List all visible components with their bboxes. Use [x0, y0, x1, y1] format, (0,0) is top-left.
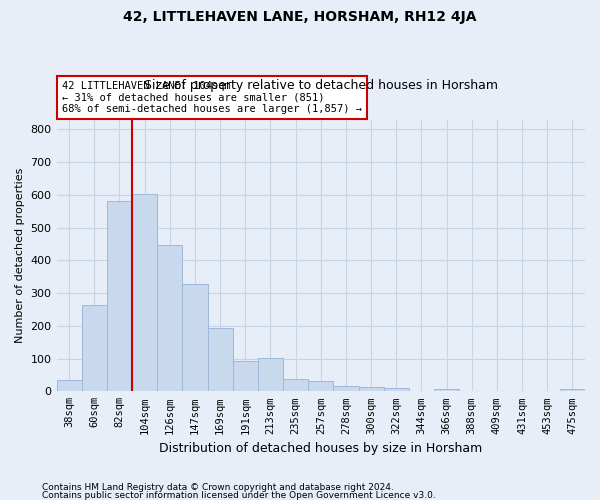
Bar	[157, 244, 182, 392]
Bar	[434, 389, 459, 392]
Bar	[233, 361, 258, 392]
Text: Contains HM Land Registry data © Crown copyright and database right 2024.: Contains HM Land Registry data © Crown c…	[42, 484, 394, 492]
Bar	[56, 380, 82, 392]
Bar	[334, 386, 359, 392]
Bar	[283, 379, 308, 392]
Text: 42, LITTLEHAVEN LANE, HORSHAM, RH12 4JA: 42, LITTLEHAVEN LANE, HORSHAM, RH12 4JA	[123, 10, 477, 24]
Bar	[258, 358, 283, 392]
Bar	[107, 202, 132, 392]
Bar	[132, 194, 157, 392]
Title: Size of property relative to detached houses in Horsham: Size of property relative to detached ho…	[144, 79, 498, 92]
Bar	[560, 389, 585, 392]
Bar	[208, 328, 233, 392]
Bar	[308, 380, 334, 392]
Bar	[359, 387, 383, 392]
Text: 42 LITTLEHAVEN LANE: 104sqm
← 31% of detached houses are smaller (851)
68% of se: 42 LITTLEHAVEN LANE: 104sqm ← 31% of det…	[62, 81, 362, 114]
Text: Contains public sector information licensed under the Open Government Licence v3: Contains public sector information licen…	[42, 490, 436, 500]
Bar	[383, 388, 409, 392]
X-axis label: Distribution of detached houses by size in Horsham: Distribution of detached houses by size …	[159, 442, 482, 455]
Bar	[82, 304, 107, 392]
Y-axis label: Number of detached properties: Number of detached properties	[15, 168, 25, 343]
Bar	[182, 284, 208, 392]
